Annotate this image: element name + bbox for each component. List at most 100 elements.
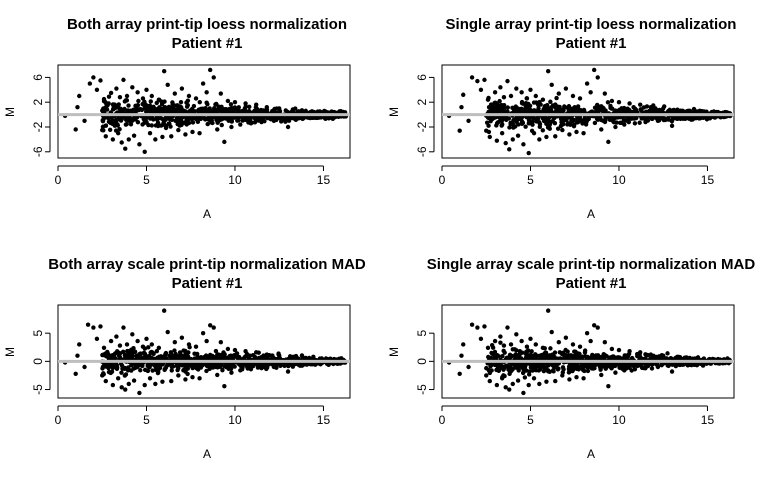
plot-frame (57, 64, 351, 159)
data-point (540, 345, 546, 351)
data-point (218, 91, 224, 96)
data-point (510, 121, 516, 127)
data-point (149, 123, 154, 128)
data-point (555, 126, 561, 131)
data-point (144, 336, 149, 342)
data-point (501, 348, 506, 354)
data-point (145, 363, 150, 369)
data-point (112, 351, 117, 357)
x-tick-label: 0 (439, 413, 446, 427)
data-point (236, 354, 242, 360)
data-point (140, 344, 146, 349)
data-point (195, 117, 200, 123)
data-point (147, 131, 153, 136)
data-point (639, 116, 644, 121)
y-tick-label: 6 (31, 74, 45, 81)
data-point (108, 370, 113, 376)
data-point (232, 364, 237, 369)
data-point (101, 116, 106, 122)
data-point (126, 103, 131, 108)
data-point (304, 362, 310, 367)
data-point (164, 115, 169, 120)
data-point (154, 363, 159, 369)
data-point (524, 344, 530, 349)
data-point (194, 356, 200, 361)
data-point (232, 100, 238, 105)
data-point (73, 127, 78, 132)
data-point (285, 124, 291, 130)
data-point (551, 369, 556, 374)
data-point (595, 75, 600, 80)
y-tick-label: 0 (415, 358, 429, 365)
data-point (461, 342, 466, 347)
data-point (116, 353, 122, 358)
data-point (87, 81, 93, 86)
data-point (108, 338, 114, 344)
data-point (114, 121, 119, 126)
data-point (121, 349, 126, 355)
data-point (155, 120, 161, 125)
y-tick-label: -5 (415, 384, 429, 395)
data-point (123, 387, 128, 392)
data-point (669, 369, 675, 374)
data-point (229, 105, 235, 111)
data-point (225, 98, 231, 104)
data-point (177, 353, 182, 358)
data-point (577, 96, 583, 101)
x-tick-label: 5 (143, 173, 150, 187)
data-point (488, 363, 493, 369)
data-point (616, 100, 622, 105)
data-point (694, 115, 700, 120)
data-point (85, 322, 91, 327)
data-point (524, 96, 530, 101)
data-point (505, 363, 510, 368)
data-point (183, 352, 188, 357)
data-point (181, 368, 186, 373)
data-point (232, 352, 237, 358)
data-point (122, 365, 128, 371)
data-point (522, 375, 528, 380)
data-point (607, 117, 613, 123)
data-point (662, 116, 668, 121)
data-point (537, 124, 543, 130)
data-point (516, 368, 521, 373)
data-point (208, 362, 214, 368)
data-point (584, 330, 590, 336)
data-point (498, 340, 503, 345)
x-tick-label: 5 (527, 413, 534, 427)
data-point (562, 104, 567, 109)
data-point (643, 365, 648, 371)
panel-title-line2: Patient #1 (172, 35, 243, 52)
data-point (494, 355, 499, 360)
data-point (574, 374, 579, 380)
data-point (507, 125, 512, 130)
data-point (505, 105, 511, 110)
data-point (200, 330, 206, 336)
data-point (583, 122, 589, 127)
data-point (581, 376, 586, 381)
data-point (178, 99, 184, 105)
data-point (176, 373, 181, 378)
data-point (211, 325, 216, 330)
data-point (577, 344, 583, 349)
data-point (149, 342, 154, 347)
data-point (529, 349, 534, 354)
data-point (145, 115, 150, 120)
data-point (103, 134, 108, 139)
data-point (488, 355, 493, 360)
data-point (124, 93, 130, 99)
x-tick-label: 10 (612, 413, 626, 427)
data-point (499, 376, 505, 381)
data-point (115, 131, 121, 136)
data-point (507, 387, 512, 392)
data-point (554, 362, 559, 368)
data-point (228, 366, 233, 371)
data-point (563, 335, 569, 340)
data-point (548, 346, 553, 351)
data-point (632, 367, 638, 372)
x-tick-label: 0 (439, 173, 446, 187)
data-point (601, 108, 606, 113)
data-point (213, 348, 219, 354)
data-point (181, 348, 186, 353)
data-point (98, 324, 103, 329)
